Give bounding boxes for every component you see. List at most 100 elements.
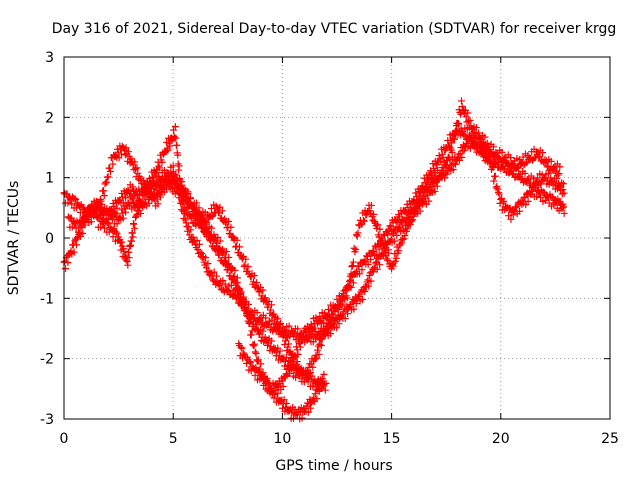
data-point	[318, 378, 326, 386]
data-point	[156, 164, 164, 172]
x-tick-label: 15	[383, 431, 401, 447]
data-point	[409, 212, 417, 220]
data-point	[122, 194, 130, 202]
data-point	[83, 216, 91, 224]
data-point	[477, 143, 485, 151]
data-point	[273, 326, 281, 334]
data-point	[375, 245, 383, 253]
data-point	[135, 207, 143, 215]
data-point	[507, 215, 515, 223]
data-point	[236, 291, 244, 299]
data-point	[129, 233, 137, 241]
series-track-5	[235, 133, 568, 398]
x-tick-label: 0	[60, 431, 69, 447]
data-point	[239, 349, 247, 357]
data-point	[293, 358, 301, 366]
data-point	[119, 209, 126, 217]
data-point	[113, 204, 121, 212]
data-point	[460, 146, 468, 154]
data-point	[114, 148, 122, 156]
data-point	[104, 173, 112, 181]
data-point	[270, 320, 278, 327]
data-point	[233, 295, 241, 303]
data-point	[414, 196, 422, 204]
data-point	[216, 203, 224, 211]
data-point	[392, 254, 400, 262]
data-point	[124, 148, 132, 156]
data-point	[486, 156, 494, 164]
data-point	[135, 197, 143, 205]
data-point	[353, 231, 360, 239]
data-point	[237, 343, 245, 351]
data-point	[169, 168, 177, 176]
data-point	[395, 247, 403, 255]
data-point	[71, 195, 79, 203]
data-point	[465, 117, 473, 125]
data-point	[406, 220, 414, 228]
data-point	[320, 319, 328, 327]
data-point	[486, 148, 494, 156]
data-point	[370, 210, 378, 218]
data-point	[397, 236, 405, 244]
data-point	[184, 203, 192, 211]
data-point	[211, 235, 219, 243]
data-point	[455, 150, 463, 158]
series-track-3	[64, 123, 328, 423]
data-point	[64, 259, 72, 267]
data-point	[241, 261, 249, 269]
data-point	[242, 255, 250, 263]
data-point	[396, 223, 404, 231]
data-point	[133, 210, 141, 218]
data-point	[443, 170, 451, 178]
data-point	[221, 219, 229, 227]
data-point	[247, 273, 255, 281]
data-point	[171, 123, 179, 131]
data-point	[360, 216, 368, 224]
data-point	[216, 237, 224, 245]
data-point	[332, 315, 340, 323]
x-tick-label: 5	[169, 431, 178, 447]
data-point	[326, 330, 334, 338]
data-point	[328, 310, 336, 318]
data-point	[144, 180, 152, 188]
data-point	[367, 209, 375, 217]
data-point	[333, 324, 341, 332]
data-point	[555, 170, 563, 178]
data-point	[390, 259, 398, 267]
data-point	[314, 346, 321, 354]
data-point	[538, 171, 546, 179]
data-point	[210, 268, 218, 276]
y-tick-label: 3	[45, 50, 54, 66]
data-point	[193, 206, 201, 214]
data-point	[279, 382, 287, 390]
data-point	[282, 370, 290, 378]
data-point	[273, 348, 281, 356]
data-point	[457, 110, 465, 118]
data-point	[106, 168, 114, 176]
data-point	[388, 261, 396, 269]
data-point	[544, 170, 552, 178]
y-axis-label: SDTVAR / TECUs	[6, 181, 22, 296]
data-point	[172, 181, 180, 189]
data-point	[233, 279, 241, 287]
data-point	[163, 176, 171, 184]
data-point	[343, 294, 351, 302]
data-point	[131, 165, 139, 173]
data-point	[533, 174, 541, 182]
data-point	[196, 248, 204, 256]
data-point	[364, 276, 372, 284]
data-point	[560, 189, 568, 197]
data-point	[303, 334, 311, 342]
data-point	[454, 119, 462, 127]
data-point	[268, 316, 276, 324]
data-point	[190, 210, 198, 218]
data-point	[158, 158, 166, 166]
data-point	[67, 214, 75, 222]
data-point	[205, 267, 213, 275]
data-point	[100, 192, 108, 200]
data-point	[280, 396, 288, 404]
data-point	[498, 148, 506, 156]
data-point	[132, 202, 140, 210]
x-tick-label: 10	[273, 431, 291, 447]
data-point	[374, 221, 382, 229]
